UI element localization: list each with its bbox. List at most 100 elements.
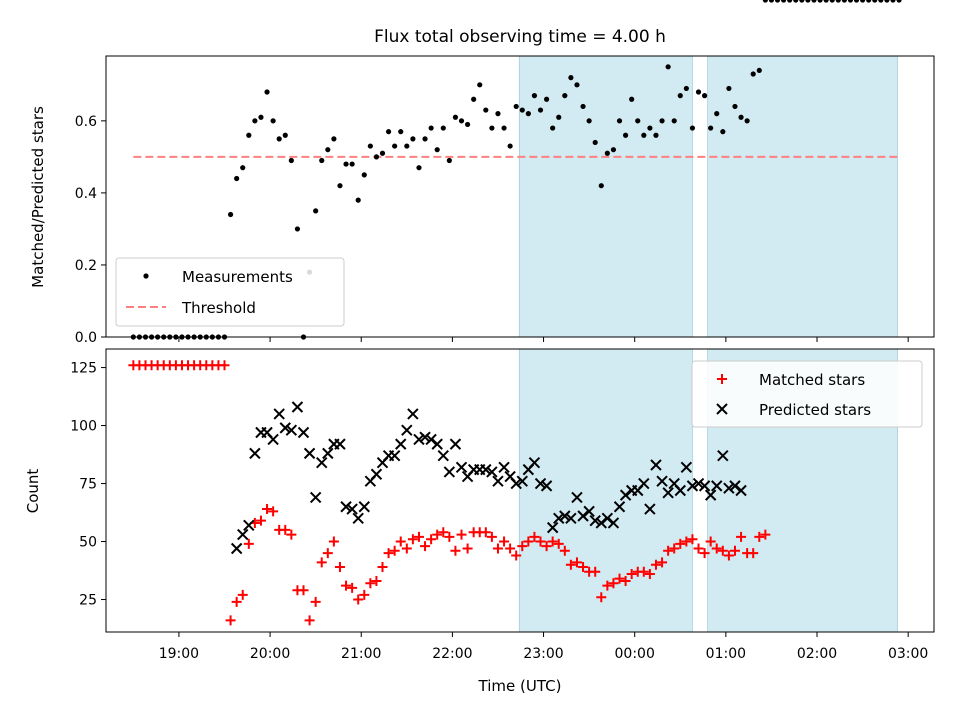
data-point	[225, 615, 236, 626]
data-point	[644, 569, 655, 580]
data-point	[370, 468, 383, 480]
data-point	[607, 517, 620, 529]
data-point	[325, 147, 331, 153]
data-point	[681, 536, 692, 547]
data-point	[291, 401, 304, 413]
data-point	[780, 0, 787, 3]
data-point	[565, 559, 576, 570]
data-point	[559, 510, 571, 522]
data-point	[492, 475, 504, 487]
x-tick-label: 20:00	[250, 646, 290, 662]
data-point	[787, 0, 793, 3]
data-point	[665, 64, 671, 70]
data-point	[726, 85, 732, 92]
data-point	[443, 466, 456, 478]
data-point	[340, 501, 352, 513]
legend-label-measurements: Measurements	[182, 268, 293, 286]
data-point	[768, 0, 775, 3]
data-point	[383, 548, 394, 559]
data-point	[578, 562, 589, 573]
data-point	[341, 580, 352, 591]
data-point	[546, 521, 559, 534]
data-point	[774, 0, 781, 3]
data-point	[619, 489, 632, 501]
data-point	[337, 183, 343, 189]
x-tick-label: 01:00	[706, 646, 746, 662]
data-point	[456, 529, 467, 540]
data-point	[367, 143, 373, 149]
bottom-y-axis: 25 50 75 100 125	[70, 361, 106, 609]
data-point	[446, 157, 452, 164]
data-point	[663, 545, 674, 556]
data-point	[298, 585, 309, 596]
data-point	[334, 562, 345, 573]
data-point	[310, 596, 321, 607]
data-point	[294, 226, 301, 232]
y-tick-label: 75	[79, 477, 97, 493]
data-point	[553, 512, 565, 525]
data-point	[353, 594, 364, 605]
data-point	[708, 125, 714, 131]
data-point	[407, 534, 418, 545]
data-point	[529, 531, 540, 542]
data-point	[313, 208, 319, 214]
data-point	[413, 433, 425, 446]
data-point	[604, 150, 610, 156]
top-shaded-regions	[518, 55, 898, 338]
data-point	[501, 125, 507, 131]
data-point	[385, 129, 392, 135]
data-point	[432, 529, 443, 540]
bottom-legend: Matched stars Predicted stars	[691, 360, 923, 428]
data-point	[450, 545, 461, 556]
data-point	[288, 157, 294, 164]
data-point	[304, 615, 315, 626]
data-point	[346, 503, 358, 515]
data-point	[347, 582, 358, 593]
data-point	[650, 459, 662, 471]
data-point	[499, 536, 510, 547]
bottom-x-axis: 19:00 20:00 21:00 22:00 23:00 00:00 01:00 02:00…	[159, 632, 928, 662]
data-point	[410, 136, 416, 142]
data-point	[401, 543, 412, 554]
data-point	[762, 0, 768, 3]
data-point	[571, 491, 583, 504]
data-point	[829, 0, 835, 3]
top-panel: 0.0 0.2 0.4 0.6 Matched/Predicted stars Mea…	[29, 0, 935, 346]
data-point	[692, 477, 705, 490]
data-point	[486, 531, 497, 542]
data-point	[352, 512, 364, 525]
y-tick-label: 0.6	[75, 114, 97, 130]
data-point	[498, 461, 510, 474]
data-point	[698, 480, 711, 492]
data-point	[680, 461, 693, 474]
data-point	[297, 426, 310, 439]
data-point	[422, 136, 428, 142]
data-point	[890, 0, 896, 3]
data-point	[243, 519, 255, 532]
data-point	[756, 67, 762, 74]
data-point	[480, 527, 491, 538]
data-point	[489, 125, 495, 131]
data-point	[574, 82, 580, 88]
data-point	[477, 82, 483, 88]
data-point	[517, 541, 528, 552]
data-point	[534, 477, 547, 490]
data-point	[358, 501, 370, 513]
data-point	[234, 175, 240, 182]
data-point	[629, 96, 635, 102]
data-point	[602, 580, 613, 591]
data-point	[805, 0, 811, 3]
data-point	[437, 449, 449, 462]
data-point	[537, 107, 544, 113]
data-point	[866, 0, 872, 3]
data-point	[723, 550, 734, 561]
data-point	[334, 438, 346, 450]
data-point	[732, 103, 738, 110]
data-point	[270, 118, 276, 124]
data-point	[754, 531, 765, 542]
x-tick-label: 00:00	[615, 646, 655, 662]
data-point	[744, 118, 750, 124]
data-point	[237, 528, 249, 541]
data-point	[729, 480, 741, 492]
